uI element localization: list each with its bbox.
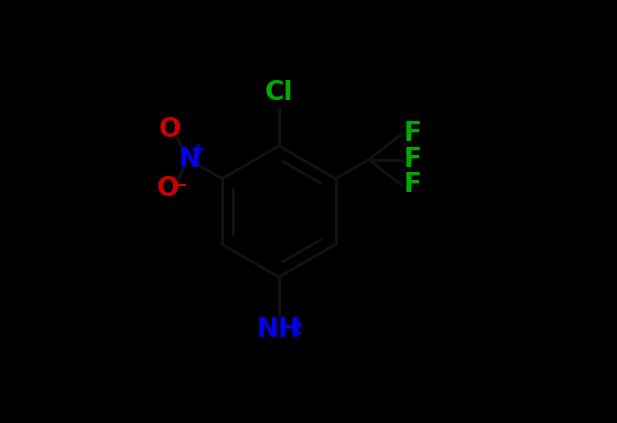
- Text: +: +: [190, 141, 205, 159]
- Text: O: O: [157, 176, 180, 202]
- Text: 2: 2: [291, 320, 302, 338]
- Text: N: N: [178, 147, 200, 173]
- Text: −: −: [172, 177, 187, 195]
- Text: Cl: Cl: [265, 80, 293, 106]
- Text: F: F: [404, 172, 422, 198]
- Text: F: F: [404, 147, 422, 173]
- Text: F: F: [404, 121, 422, 147]
- Text: NH: NH: [257, 317, 301, 343]
- Text: O: O: [159, 117, 181, 143]
